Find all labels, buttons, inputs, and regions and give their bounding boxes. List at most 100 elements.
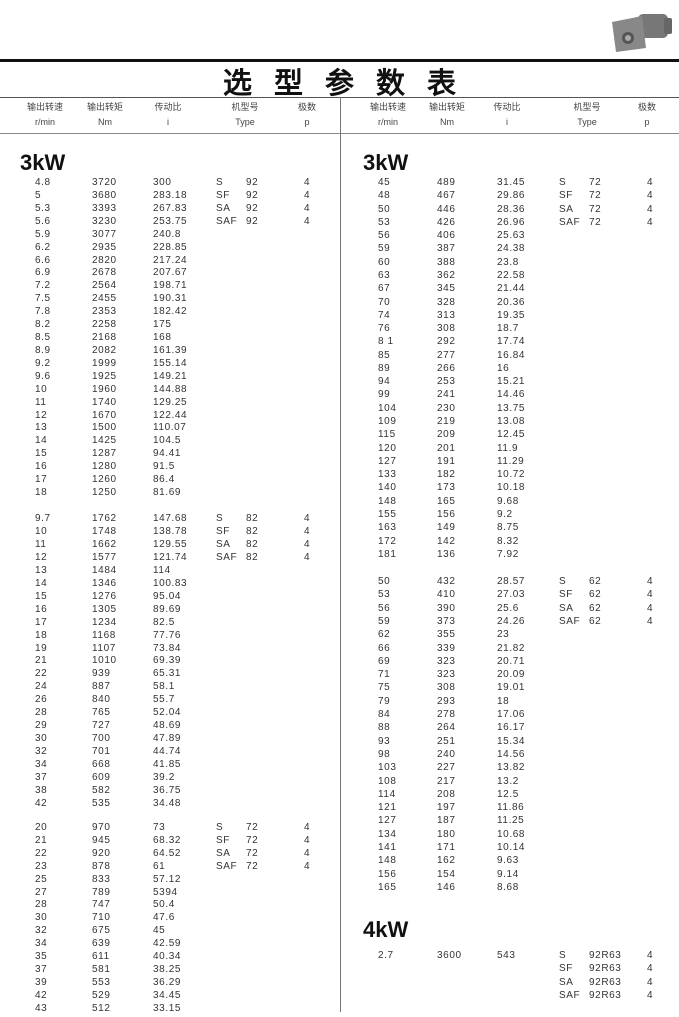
torque-cell: 489 [437, 177, 456, 188]
torque-cell: 217 [437, 775, 456, 787]
torque-cell: 878 [92, 860, 111, 872]
ratio-cell: 13.08 [497, 416, 526, 428]
torque-cell: 2082 [92, 344, 117, 356]
type-series-cell: S [216, 177, 224, 188]
speed-cell: 7.5 [35, 293, 51, 305]
torque-cell: 2258 [92, 319, 117, 331]
torque-cell: 3680 [92, 189, 117, 201]
speed-cell: 94 [378, 376, 391, 388]
speed-cell: 13 [35, 564, 48, 576]
torque-cell: 355 [437, 629, 456, 641]
ratio-cell: 27.03 [497, 589, 526, 601]
torque-cell: 1577 [92, 551, 117, 563]
torque-cell: 2678 [92, 267, 117, 279]
poles-cell: 4 [304, 215, 311, 227]
torque-cell: 165 [437, 495, 456, 507]
page-title: 选型参数表 [222, 66, 478, 100]
ratio-cell: 13.75 [497, 402, 526, 414]
speed-cell: 67 [378, 283, 391, 295]
ratio-cell: 77.76 [153, 629, 182, 641]
speed-cell: 5.3 [35, 202, 51, 214]
ratio-cell: 36.75 [153, 784, 182, 796]
type-size-cell: 92R63 [589, 950, 622, 961]
torque-cell: 701 [92, 746, 111, 758]
ratio-cell: 58.1 [153, 681, 175, 693]
ratio-cell: 110.07 [153, 422, 187, 434]
ratio-cell: 10.14 [497, 842, 526, 853]
speed-cell: 34 [35, 759, 48, 771]
ratio-cell: 7.92 [497, 548, 519, 560]
speed-cell: 43 [35, 1002, 48, 1014]
torque-cell: 406 [437, 230, 456, 242]
header-3-unit: Type [235, 117, 255, 127]
ratio-cell: 8.75 [497, 522, 519, 534]
torque-cell: 323 [437, 669, 456, 681]
torque-cell: 1662 [92, 538, 117, 550]
torque-cell: 191 [437, 455, 456, 467]
speed-cell: 59 [378, 615, 391, 627]
ratio-cell: 18 [497, 695, 510, 707]
speed-cell: 20 [35, 822, 48, 833]
ratio-cell: 10.68 [497, 828, 526, 840]
speed-cell: 120 [378, 442, 397, 454]
speed-cell: 115 [378, 429, 396, 441]
torque-cell: 1740 [92, 396, 117, 408]
ratio-cell: 300 [153, 177, 172, 188]
torque-cell: 426 [437, 216, 456, 228]
ratio-cell: 19.01 [497, 682, 526, 694]
type-series-cell: S [559, 576, 567, 587]
ratio-cell: 8.32 [497, 535, 519, 547]
torque-cell: 833 [92, 873, 111, 885]
torque-cell: 1250 [92, 487, 117, 499]
ratio-cell: 217.24 [153, 254, 188, 266]
ratio-cell: 48.69 [153, 720, 182, 732]
ratio-cell: 39.2 [153, 772, 175, 783]
torque-cell: 1960 [92, 383, 117, 395]
ratio-cell: 22.58 [497, 269, 526, 281]
header-4-cn: 极数 [297, 102, 316, 112]
type-size-cell: 72 [589, 177, 602, 188]
ratio-cell: 129.25 [153, 396, 188, 408]
speed-cell: 88 [378, 722, 391, 734]
speed-cell: 22 [35, 668, 48, 680]
ratio-cell: 44.74 [153, 746, 182, 758]
torque-cell: 251 [437, 735, 456, 747]
speed-cell: 10 [35, 383, 48, 395]
torque-cell: 410 [437, 589, 456, 601]
torque-cell: 136 [437, 548, 456, 560]
ratio-cell: 23 [497, 629, 510, 641]
speed-cell: 12 [35, 551, 48, 563]
ratio-cell: 11.25 [497, 815, 525, 827]
speed-cell: 98 [378, 748, 391, 760]
torque-cell: 339 [437, 642, 456, 654]
torque-cell: 2455 [92, 293, 117, 305]
type-size-cell: 92 [246, 202, 259, 214]
speed-cell: 26 [35, 694, 48, 706]
torque-cell: 2820 [92, 254, 117, 266]
speed-cell: 23 [35, 860, 48, 872]
poles-cell: 4 [304, 860, 311, 872]
ratio-cell: 36.29 [153, 976, 182, 988]
speed-cell: 18 [35, 487, 48, 499]
ratio-cell: 24.38 [497, 243, 526, 255]
torque-cell: 180 [437, 828, 456, 840]
speed-cell: 134 [378, 828, 397, 840]
speed-cell: 9.7 [35, 513, 51, 524]
header-0-cn: 输出转速 [369, 102, 406, 112]
ratio-cell: 5394 [153, 886, 178, 898]
speed-cell: 84 [378, 709, 391, 720]
header-4-unit: p [304, 117, 310, 127]
type-series-cell: SA [216, 847, 231, 859]
ratio-cell: 28.36 [497, 203, 526, 215]
speed-cell: 32 [35, 746, 48, 758]
type-series-cell: SA [559, 976, 574, 988]
speed-cell: 42 [35, 989, 48, 1001]
ratio-cell: 104.5 [153, 435, 182, 447]
type-series-cell: S [559, 950, 567, 961]
header-4-cn: 极数 [637, 102, 656, 112]
speed-cell: 28 [35, 899, 48, 911]
poles-cell: 4 [647, 976, 654, 988]
ratio-cell: 121.74 [153, 551, 188, 563]
poles-cell: 4 [647, 950, 654, 961]
ratio-cell: 89.69 [153, 603, 182, 615]
